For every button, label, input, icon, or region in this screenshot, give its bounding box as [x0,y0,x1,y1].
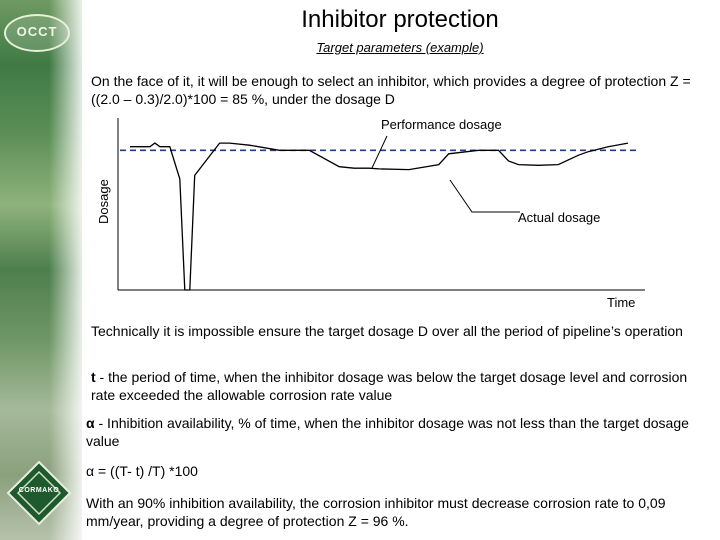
bottom-logo: CORMAKO [6,460,72,526]
availability-paragraph: With an 90% inhibition availability, the… [86,495,666,529]
t-symbol: t [91,369,96,385]
top-logo-text: OCCT [16,24,58,39]
sidebar-fade [0,0,82,540]
actual-dosage-label: Actual dosage [518,210,600,225]
sidebar-background: OCCT CORMAKO [0,0,82,540]
bottom-logo-text: CORMAKO [18,487,60,494]
alpha-definition: α - Inhibition availability, % of time, … [86,414,711,450]
performance-dosage-label: Performance dosage [381,117,502,132]
t-definition-text: - the period of time, when the inhibitor… [91,369,688,403]
alpha-formula: α = ((T- t) /T) *100 [86,463,198,479]
slide-subtitle: Target parameters (example) [316,40,484,55]
alpha-definition-text: - Inhibition availability, % of time, wh… [86,415,689,449]
diamond-logo-icon [6,460,72,526]
actual-dosage-line [130,142,629,291]
y-axis-label: Dosage [96,179,111,224]
x-axis-label: Time [607,295,635,310]
slide-title: Inhibitor protection [301,6,499,33]
alpha-symbol: α [86,415,95,431]
intro-text: On the face of it, it will be enough to … [91,73,691,107]
feasibility-paragraph: Technically it is impossible ensure the … [91,323,683,339]
actual-callout-line [449,179,520,213]
top-logo: OCCT [4,14,70,52]
t-definition: t - the period of time, when the inhibit… [91,368,711,404]
performance-callout-line [371,135,388,169]
